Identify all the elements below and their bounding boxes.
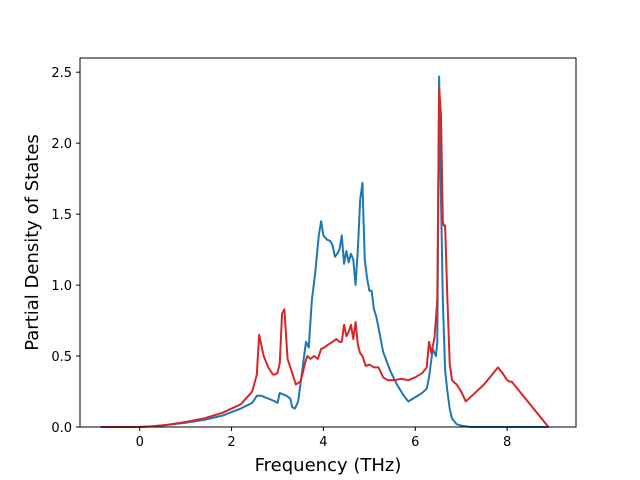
y-tick-label: 1.5	[51, 208, 72, 223]
y-axis-label: Partial Density of States	[22, 134, 43, 351]
x-tick-label: 0	[136, 435, 144, 450]
y-tick-label: 0.0	[51, 421, 72, 436]
y-tick-label: 1.0	[51, 279, 72, 294]
y-tick-label: 0.5	[51, 350, 72, 365]
y-axis-ticks: 0.0 0.5 1.0 1.5 2.0 2.5	[51, 66, 80, 436]
plot-frame	[79, 57, 577, 428]
x-tick-label: 2	[227, 435, 235, 450]
x-axis-label: Frequency (THz)	[255, 455, 402, 476]
series-lines	[100, 75, 550, 428]
x-tick-label: 4	[319, 435, 327, 450]
x-tick-label: 8	[503, 435, 511, 450]
series-line-1	[100, 75, 549, 428]
y-tick-label: 2.5	[51, 66, 72, 81]
x-axis-ticks: 0 2 4 6 8	[136, 427, 511, 450]
series-line-2	[100, 86, 550, 428]
x-tick-label: 6	[411, 435, 419, 450]
y-tick-label: 2.0	[51, 137, 72, 152]
